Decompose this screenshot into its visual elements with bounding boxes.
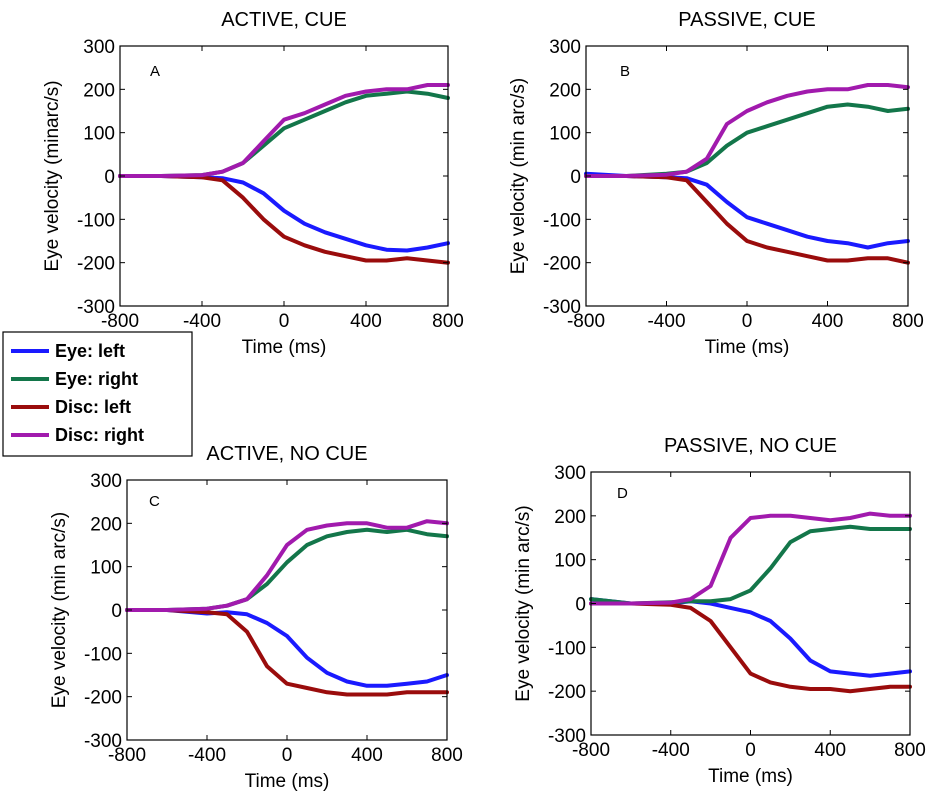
y-tick-label: -300 bbox=[548, 726, 586, 747]
y-tick-label: 0 bbox=[575, 595, 586, 616]
panel-B: PASSIVE, CUE -800 -400 0 400 800 300 200 100 0 -10… bbox=[508, 9, 924, 358]
x-axis-label: Time (ms) bbox=[245, 771, 330, 792]
y-tick-label: -100 bbox=[77, 210, 115, 231]
y-tick-label: 100 bbox=[549, 124, 581, 145]
legend-label: Disc: right bbox=[55, 425, 144, 445]
x-tick-label: -800 bbox=[101, 311, 139, 332]
y-tick-label: -100 bbox=[543, 210, 581, 231]
series-line-eye-left bbox=[584, 171, 910, 250]
y-tick-label: 300 bbox=[554, 463, 586, 484]
series-line-disc-left bbox=[118, 174, 450, 265]
y-tick-label: -300 bbox=[77, 297, 115, 318]
x-axis-label: Time (ms) bbox=[708, 766, 793, 787]
y-tick-label: 300 bbox=[549, 37, 581, 58]
plot-area bbox=[589, 511, 912, 694]
x-tick-label: 400 bbox=[351, 745, 383, 766]
x-tick-label: 400 bbox=[814, 740, 846, 761]
y-tick-label: 0 bbox=[104, 167, 115, 188]
panel-D: PASSIVE, NO CUE -800 -400 0 400 800 300 200 100 0… bbox=[513, 435, 926, 787]
y-tick-label: -100 bbox=[548, 638, 586, 659]
y-tick-label: 0 bbox=[570, 167, 581, 188]
series-line-disc-right bbox=[589, 511, 912, 606]
series-line-eye-right bbox=[118, 89, 450, 178]
y-tick-label: 200 bbox=[90, 514, 122, 535]
x-tick-label: -800 bbox=[567, 311, 605, 332]
x-tick-label: 800 bbox=[894, 740, 926, 761]
x-tick-label: -400 bbox=[183, 311, 221, 332]
y-tick-label: -200 bbox=[84, 688, 122, 709]
panel-title: ACTIVE, CUE bbox=[221, 9, 347, 31]
x-tick-label: 0 bbox=[742, 311, 753, 332]
x-axis-label: Time (ms) bbox=[705, 337, 790, 358]
y-tick-label: 200 bbox=[554, 507, 586, 528]
series-line-disc-left bbox=[125, 608, 449, 697]
panel-C: ACTIVE, NO CUE -800 -400 0 400 800 300 200 100 0 -… bbox=[49, 443, 463, 792]
y-tick-label: 100 bbox=[83, 124, 115, 145]
legend-label: Eye: left bbox=[55, 341, 125, 361]
y-tick-label: 200 bbox=[549, 80, 581, 101]
series-line-eye-right bbox=[584, 102, 910, 178]
plot-area bbox=[118, 83, 450, 265]
series-line-eye-right bbox=[589, 524, 912, 606]
y-tick-label: -200 bbox=[77, 254, 115, 275]
panel-title: PASSIVE, NO CUE bbox=[664, 435, 837, 457]
y-axis-label: Eye velocity (min arc/s) bbox=[508, 78, 529, 274]
panel-letter: D bbox=[617, 485, 628, 502]
series-line-eye-left bbox=[125, 608, 449, 688]
legend-label: Eye: right bbox=[55, 369, 138, 389]
legend-label: Disc: left bbox=[55, 397, 131, 417]
x-axis-label: Time (ms) bbox=[242, 337, 327, 358]
x-tick-label: -400 bbox=[647, 311, 685, 332]
x-tick-label: 0 bbox=[282, 745, 293, 766]
x-tick-label: 0 bbox=[745, 740, 756, 761]
y-tick-label: -200 bbox=[548, 682, 586, 703]
y-tick-label: -100 bbox=[84, 644, 122, 665]
series-line-eye-left bbox=[589, 597, 912, 678]
y-tick-label: 300 bbox=[83, 37, 115, 58]
panel-letter: C bbox=[149, 493, 160, 510]
y-tick-label: -300 bbox=[543, 297, 581, 318]
y-tick-label: 300 bbox=[90, 471, 122, 492]
panel-title: ACTIVE, NO CUE bbox=[206, 443, 367, 465]
y-axis-label: Eye velocity (minarc/s) bbox=[42, 80, 63, 271]
y-tick-label: -200 bbox=[543, 254, 581, 275]
y-tick-label: 100 bbox=[554, 551, 586, 572]
y-axis-label: Eye velocity (min arc/s) bbox=[513, 505, 534, 701]
panel-title: PASSIVE, CUE bbox=[678, 9, 815, 31]
x-tick-label: -800 bbox=[572, 740, 610, 761]
panel-A: ACTIVE, CUE -800 -400 0 400 800 300 200 100 0 -100… bbox=[42, 9, 464, 358]
series-line-disc-left bbox=[584, 174, 910, 265]
x-tick-label: 400 bbox=[812, 311, 844, 332]
series-line-disc-left bbox=[589, 601, 912, 694]
panel-letter: A bbox=[150, 63, 160, 80]
legend: Eye: left Eye: right Disc: left Disc: right bbox=[2, 331, 193, 457]
x-tick-label: 800 bbox=[892, 311, 924, 332]
x-tick-label: 800 bbox=[432, 311, 464, 332]
x-tick-label: -400 bbox=[188, 745, 226, 766]
plot-area bbox=[125, 519, 449, 697]
series-line-disc-right bbox=[118, 83, 450, 178]
y-tick-label: 200 bbox=[83, 80, 115, 101]
series-line-disc-right bbox=[584, 83, 910, 178]
y-tick-label: 100 bbox=[90, 558, 122, 579]
series-line-disc-right bbox=[125, 519, 449, 612]
series-line-eye-right bbox=[125, 527, 449, 612]
y-tick-label: -300 bbox=[84, 731, 122, 752]
x-tick-label: 800 bbox=[431, 745, 463, 766]
x-tick-label: 400 bbox=[350, 311, 382, 332]
panel-letter: B bbox=[620, 63, 630, 80]
y-tick-label: 0 bbox=[111, 601, 122, 622]
series-line-eye-left bbox=[118, 174, 450, 253]
y-axis-label: Eye velocity (min arc/s) bbox=[49, 512, 70, 708]
x-tick-label: 0 bbox=[279, 311, 290, 332]
x-tick-label: -800 bbox=[108, 745, 146, 766]
x-tick-label: -400 bbox=[652, 740, 690, 761]
plot-area bbox=[584, 83, 910, 265]
